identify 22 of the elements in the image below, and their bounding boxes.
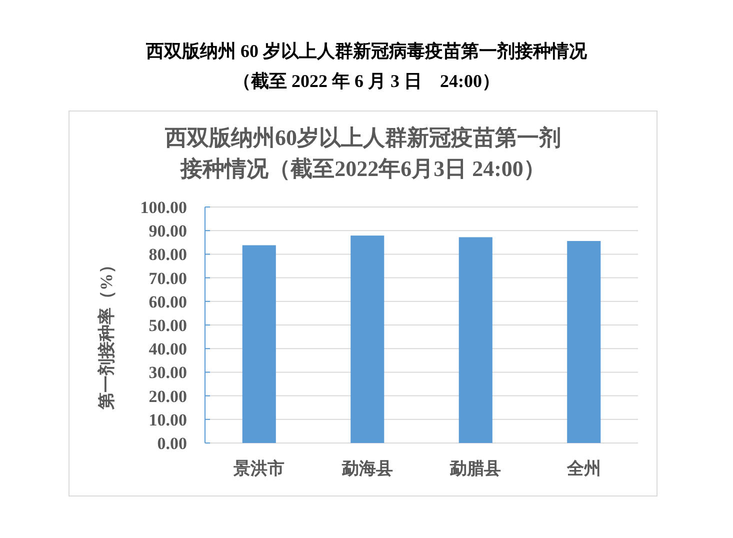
x-tick-label: 勐腊县 <box>449 459 502 478</box>
y-axis-title: 第一剂接种率（%） <box>97 256 116 410</box>
y-tick-label: 80.00 <box>148 245 187 264</box>
y-tick-label: 70.00 <box>148 268 187 288</box>
chart-subtitle: 西双版纳州60岁以上人群新冠疫苗第一剂接种情况（截至2022年6月3日 24:00） <box>164 125 561 181</box>
y-tick-label: 30.00 <box>148 363 187 382</box>
y-tick-label: 20.00 <box>148 386 187 406</box>
bar <box>350 236 384 443</box>
bar <box>567 240 601 443</box>
x-tick-label: 景洪市 <box>232 459 285 478</box>
y-tick-label: 60.00 <box>148 292 187 312</box>
x-tick-label: 全州 <box>566 459 601 478</box>
bar <box>458 237 492 443</box>
y-tick-label: 50.00 <box>148 316 187 335</box>
bar <box>242 245 276 443</box>
chart-title: 西双版纳州 60 岁以上人群新冠病毒疫苗第一剂接种情况（截至 2022 年 6 月 3 日 24:00） <box>145 41 588 91</box>
y-tick-label: 100.00 <box>140 198 187 217</box>
y-tick-label: 10.00 <box>148 410 187 430</box>
y-tick-label: 40.00 <box>148 340 187 359</box>
y-tick-label: 0.00 <box>157 434 187 453</box>
x-tick-label: 勐海县 <box>340 459 393 478</box>
y-tick-label: 90.00 <box>148 222 187 241</box>
